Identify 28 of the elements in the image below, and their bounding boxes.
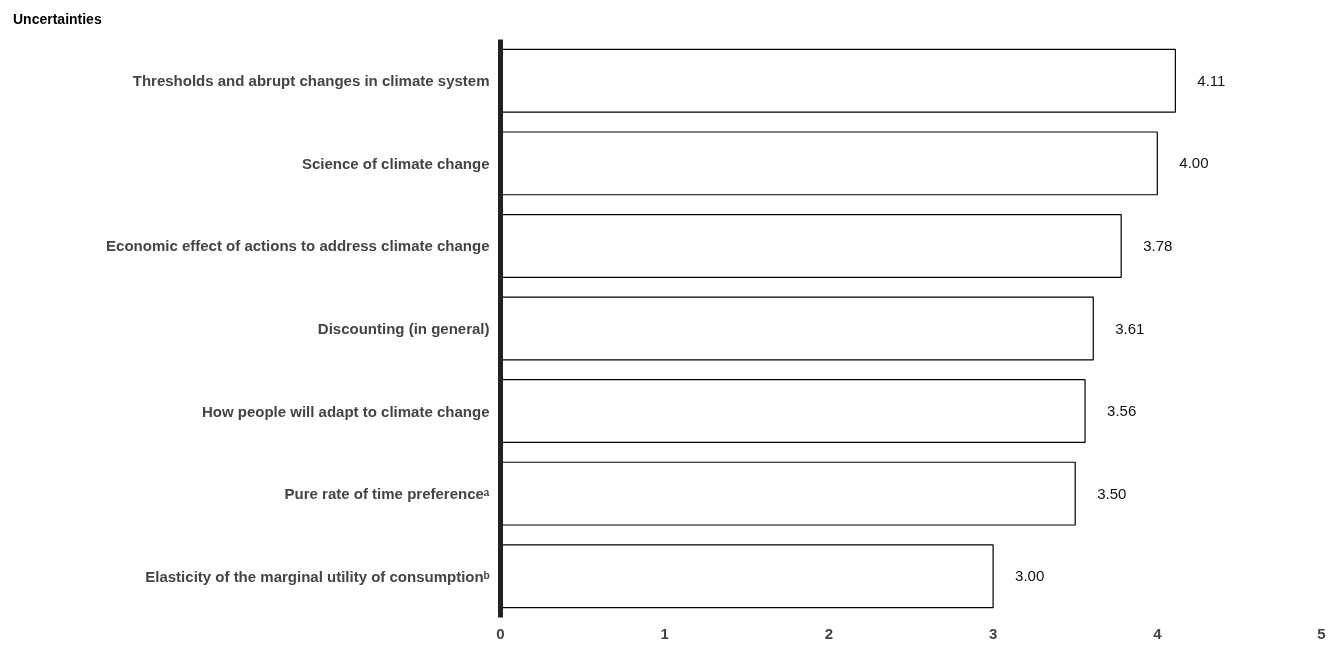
x-tick-label: 5 <box>1317 624 1326 642</box>
bar <box>500 131 1158 196</box>
bar <box>500 544 994 609</box>
y-tick-label: Discounting (in general) <box>317 320 490 337</box>
bar <box>500 461 1076 526</box>
bar <box>500 213 1122 278</box>
y-tick-label: Science of climate change <box>301 154 490 172</box>
data-label: 3.61 <box>1115 319 1145 337</box>
y-tick-label: Thresholds and abrupt changes in climate system <box>132 72 490 90</box>
y-tick-label: How people will adapt to climate change <box>201 402 490 420</box>
data-label: 4.00 <box>1179 154 1209 172</box>
x-tick-label: 3 <box>988 624 998 642</box>
data-label: 3.50 <box>1097 484 1127 502</box>
bar <box>500 296 1094 361</box>
data-label: 3.56 <box>1107 402 1137 420</box>
x-tick-label: 0 <box>496 624 505 642</box>
x-tick-label: 2 <box>824 624 834 642</box>
data-label: 3.78 <box>1143 236 1173 254</box>
y-tick-label: Elasticity of the marginal utility of consumptionᵇ <box>145 567 490 585</box>
data-label: 4.11 <box>1197 71 1226 89</box>
bar <box>500 379 1086 444</box>
bar <box>500 48 1176 113</box>
data-label: 3.00 <box>1015 567 1045 585</box>
y-axis-title: Uncertainties <box>13 10 102 29</box>
y-tick-label: Pure rate of time preferenceᵃ <box>284 485 490 503</box>
x-tick-label: 1 <box>660 624 669 642</box>
y-tick-label: Economic effect of actions to address climate change <box>106 237 490 255</box>
x-tick-label: 4 <box>1153 624 1163 642</box>
